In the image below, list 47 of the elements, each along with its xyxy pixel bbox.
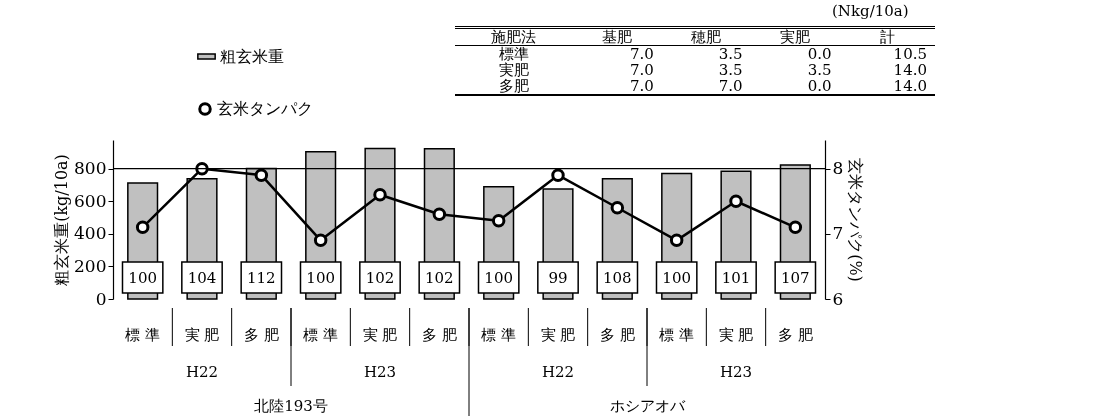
annotation: 112 — [247, 269, 276, 287]
text: 標準 7.0 3.5 0.0 10.5 — [498, 45, 927, 63]
y2-tick-label: 7 — [832, 223, 844, 244]
annotation: 102 — [425, 269, 454, 287]
annotation: 100 — [662, 269, 691, 287]
legend-label: 玄米タンパク — [217, 99, 313, 118]
y-tick-label: 800 — [74, 158, 107, 179]
annotation: 100 — [128, 269, 157, 287]
annotation: 108 — [603, 269, 632, 287]
y2-tick-label: 8 — [832, 158, 844, 179]
x-tick-label: 実 肥 — [540, 326, 576, 344]
text: H22 — [185, 363, 219, 381]
text: H23 — [363, 363, 397, 381]
x-tick-label: 実 肥 — [362, 326, 398, 344]
x-tick-label: 標 準 — [125, 326, 161, 344]
x-tick-label: 多 肥 — [421, 326, 457, 344]
x-tick-label: 標 準 — [659, 326, 695, 344]
annotation: 100 — [484, 269, 513, 287]
text: 実肥 7.0 3.5 3.5 14.0 — [498, 61, 927, 79]
y-tick-label: 0 — [95, 288, 107, 309]
y2-axis-title: 玄米タンパク(%) — [846, 158, 866, 282]
text: (Nkg/10a) — [832, 2, 909, 20]
y-tick-label: 200 — [74, 255, 107, 276]
y-tick-label: 600 — [74, 190, 107, 211]
x-tick-label: 多 肥 — [599, 326, 635, 344]
text: 北陸193号 — [254, 397, 328, 415]
x-tick-label: 多 肥 — [243, 326, 279, 344]
text: H22 — [541, 363, 575, 381]
annotation: 100 — [306, 269, 335, 287]
y-axis-title: 粗玄米重(kg/10a) — [52, 154, 72, 286]
annotation: 101 — [721, 269, 751, 287]
x-tick-label: 多 肥 — [777, 326, 813, 344]
y-tick-label: 400 — [74, 223, 107, 244]
annotation: 99 — [548, 269, 568, 287]
x-tick-label: 標 準 — [481, 326, 517, 344]
annotation: 107 — [781, 269, 810, 287]
x-tick-label: 実 肥 — [718, 326, 754, 344]
text: ホシアオバ — [609, 397, 686, 415]
x-tick-label: 標 準 — [303, 326, 339, 344]
x-tick-label: 実 肥 — [184, 326, 220, 344]
text: 多肥 7.0 7.0 0.0 14.0 — [498, 77, 927, 95]
annotation: 102 — [365, 269, 395, 287]
y2-tick-label: 6 — [832, 288, 844, 309]
annotation: 104 — [187, 269, 217, 287]
text: H23 — [719, 363, 753, 381]
legend-label: 粗玄米重 — [220, 46, 284, 66]
text: 施肥法 基肥 穂肥 実肥 計 — [491, 28, 895, 46]
